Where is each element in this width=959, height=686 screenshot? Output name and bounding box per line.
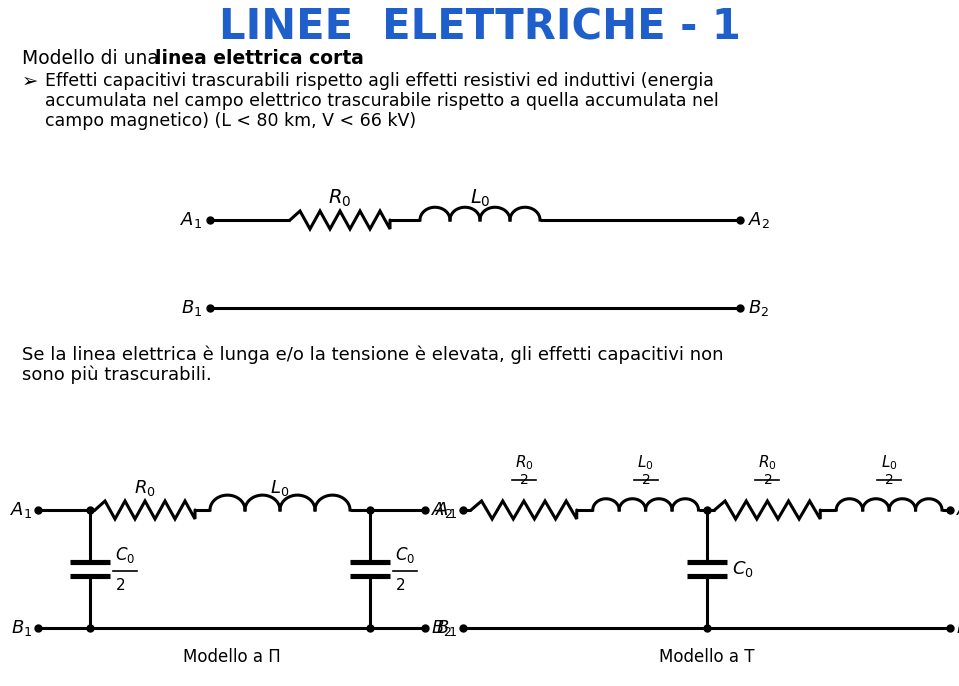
Text: sono più trascurabili.: sono più trascurabili.	[22, 366, 212, 384]
Text: $B_1$: $B_1$	[181, 298, 202, 318]
Text: $2$: $2$	[115, 577, 125, 593]
Text: $A_2$: $A_2$	[431, 500, 453, 520]
Text: $L_0$: $L_0$	[880, 453, 898, 472]
Text: $A_2$: $A_2$	[956, 500, 959, 520]
Text: $B_2$: $B_2$	[431, 618, 452, 638]
Text: Effetti capacitivi trascurabili rispetto agli effetti resistivi ed induttivi (en: Effetti capacitivi trascurabili rispetto…	[45, 72, 713, 90]
Text: $R_0$: $R_0$	[758, 453, 777, 472]
Text: $C_0$: $C_0$	[395, 545, 415, 565]
Text: $B_1$: $B_1$	[11, 618, 32, 638]
Text: campo magnetico) (L < 80 km, V < 66 kV): campo magnetico) (L < 80 km, V < 66 kV)	[45, 112, 416, 130]
Text: Modello di una: Modello di una	[22, 49, 165, 67]
Text: $2$: $2$	[519, 473, 528, 487]
Text: $R_0$: $R_0$	[134, 478, 156, 498]
Text: $2$: $2$	[395, 577, 405, 593]
Text: $L_0$: $L_0$	[470, 187, 490, 209]
Text: accumulata nel campo elettrico trascurabile rispetto a quella accumulata nel: accumulata nel campo elettrico trascurab…	[45, 92, 718, 110]
Text: $C_0$: $C_0$	[115, 545, 135, 565]
Text: $L_0$: $L_0$	[638, 453, 654, 472]
Text: $R_0$: $R_0$	[515, 453, 533, 472]
Text: $B_2$: $B_2$	[956, 618, 959, 638]
Text: $A_1$: $A_1$	[180, 210, 202, 230]
Text: $2$: $2$	[641, 473, 650, 487]
Text: linea elettrica corta: linea elettrica corta	[155, 49, 363, 67]
Text: $L_0$: $L_0$	[270, 478, 290, 498]
Text: $A_1$: $A_1$	[434, 500, 457, 520]
Text: $A_2$: $A_2$	[748, 210, 770, 230]
Text: $R_0$: $R_0$	[328, 187, 352, 209]
Text: ➢: ➢	[22, 71, 38, 91]
Text: Modello a T: Modello a T	[659, 648, 754, 666]
Text: $C_0$: $C_0$	[733, 559, 755, 579]
Text: Se la linea elettrica è lunga e/o la tensione è elevata, gli effetti capacitivi : Se la linea elettrica è lunga e/o la ten…	[22, 346, 723, 364]
Text: LINEE  ELETTRICHE - 1: LINEE ELETTRICHE - 1	[219, 7, 741, 49]
Text: $2$: $2$	[762, 473, 772, 487]
Text: Modello a Π: Modello a Π	[182, 648, 280, 666]
Text: $B_1$: $B_1$	[435, 618, 457, 638]
Text: $A_1$: $A_1$	[10, 500, 32, 520]
Text: $B_2$: $B_2$	[748, 298, 769, 318]
Text: $2$: $2$	[884, 473, 894, 487]
